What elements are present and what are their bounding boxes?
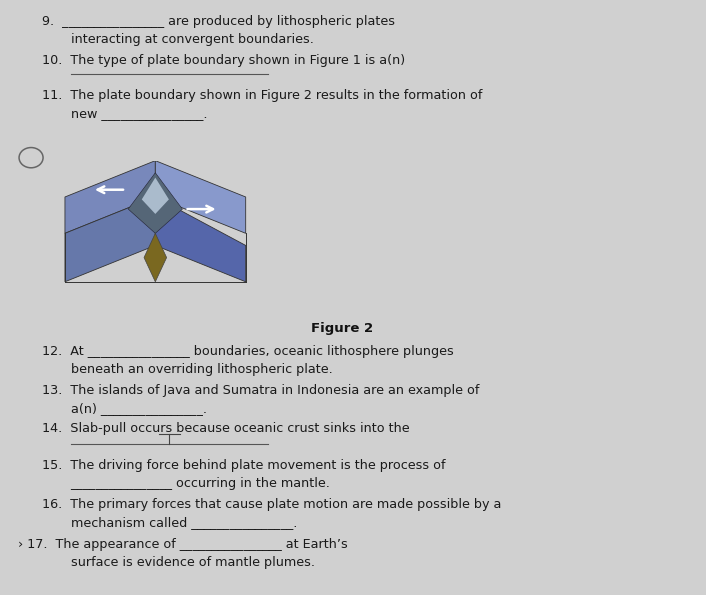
Text: 10.  The type of plate boundary shown in Figure 1 is a(n): 10. The type of plate boundary shown in … (42, 54, 405, 67)
Text: ________________ occurring in the mantle.: ________________ occurring in the mantle… (71, 477, 330, 490)
Polygon shape (65, 161, 155, 233)
Polygon shape (155, 197, 246, 282)
Text: 13.  The islands of Java and Sumatra in Indonesia are an example of: 13. The islands of Java and Sumatra in I… (42, 384, 480, 397)
Polygon shape (128, 173, 182, 233)
Text: 16.  The primary forces that cause plate motion are made possible by a: 16. The primary forces that cause plate … (42, 498, 502, 511)
Text: Figure 2: Figure 2 (311, 322, 373, 336)
Text: interacting at convergent boundaries.: interacting at convergent boundaries. (71, 33, 313, 46)
Polygon shape (155, 161, 246, 233)
Text: new ________________.: new ________________. (71, 107, 207, 120)
Text: 15.  The driving force behind plate movement is the process of: 15. The driving force behind plate movem… (42, 459, 446, 472)
Text: 11.  The plate boundary shown in Figure 2 results in the formation of: 11. The plate boundary shown in Figure 2… (42, 89, 483, 102)
Text: 12.  At ________________ boundaries, oceanic lithosphere plunges: 12. At ________________ boundaries, ocea… (42, 345, 454, 358)
Text: 9.  ________________ are produced by lithospheric plates: 9. ________________ are produced by lith… (42, 15, 395, 28)
Polygon shape (142, 178, 169, 214)
Text: mechanism called ________________.: mechanism called ________________. (71, 516, 297, 529)
Text: surface is evidence of mantle plumes.: surface is evidence of mantle plumes. (71, 556, 315, 569)
Polygon shape (65, 197, 155, 282)
Polygon shape (144, 233, 167, 282)
Text: beneath an overriding lithospheric plate.: beneath an overriding lithospheric plate… (71, 363, 333, 376)
Text: › 17.  The appearance of ________________ at Earth’s: › 17. The appearance of ________________… (18, 538, 347, 552)
Text: 14.  Slab-pull occurs because oceanic crust sinks into the: 14. Slab-pull occurs because oceanic cru… (42, 422, 410, 436)
Text: a(n) ________________.: a(n) ________________. (71, 402, 207, 415)
